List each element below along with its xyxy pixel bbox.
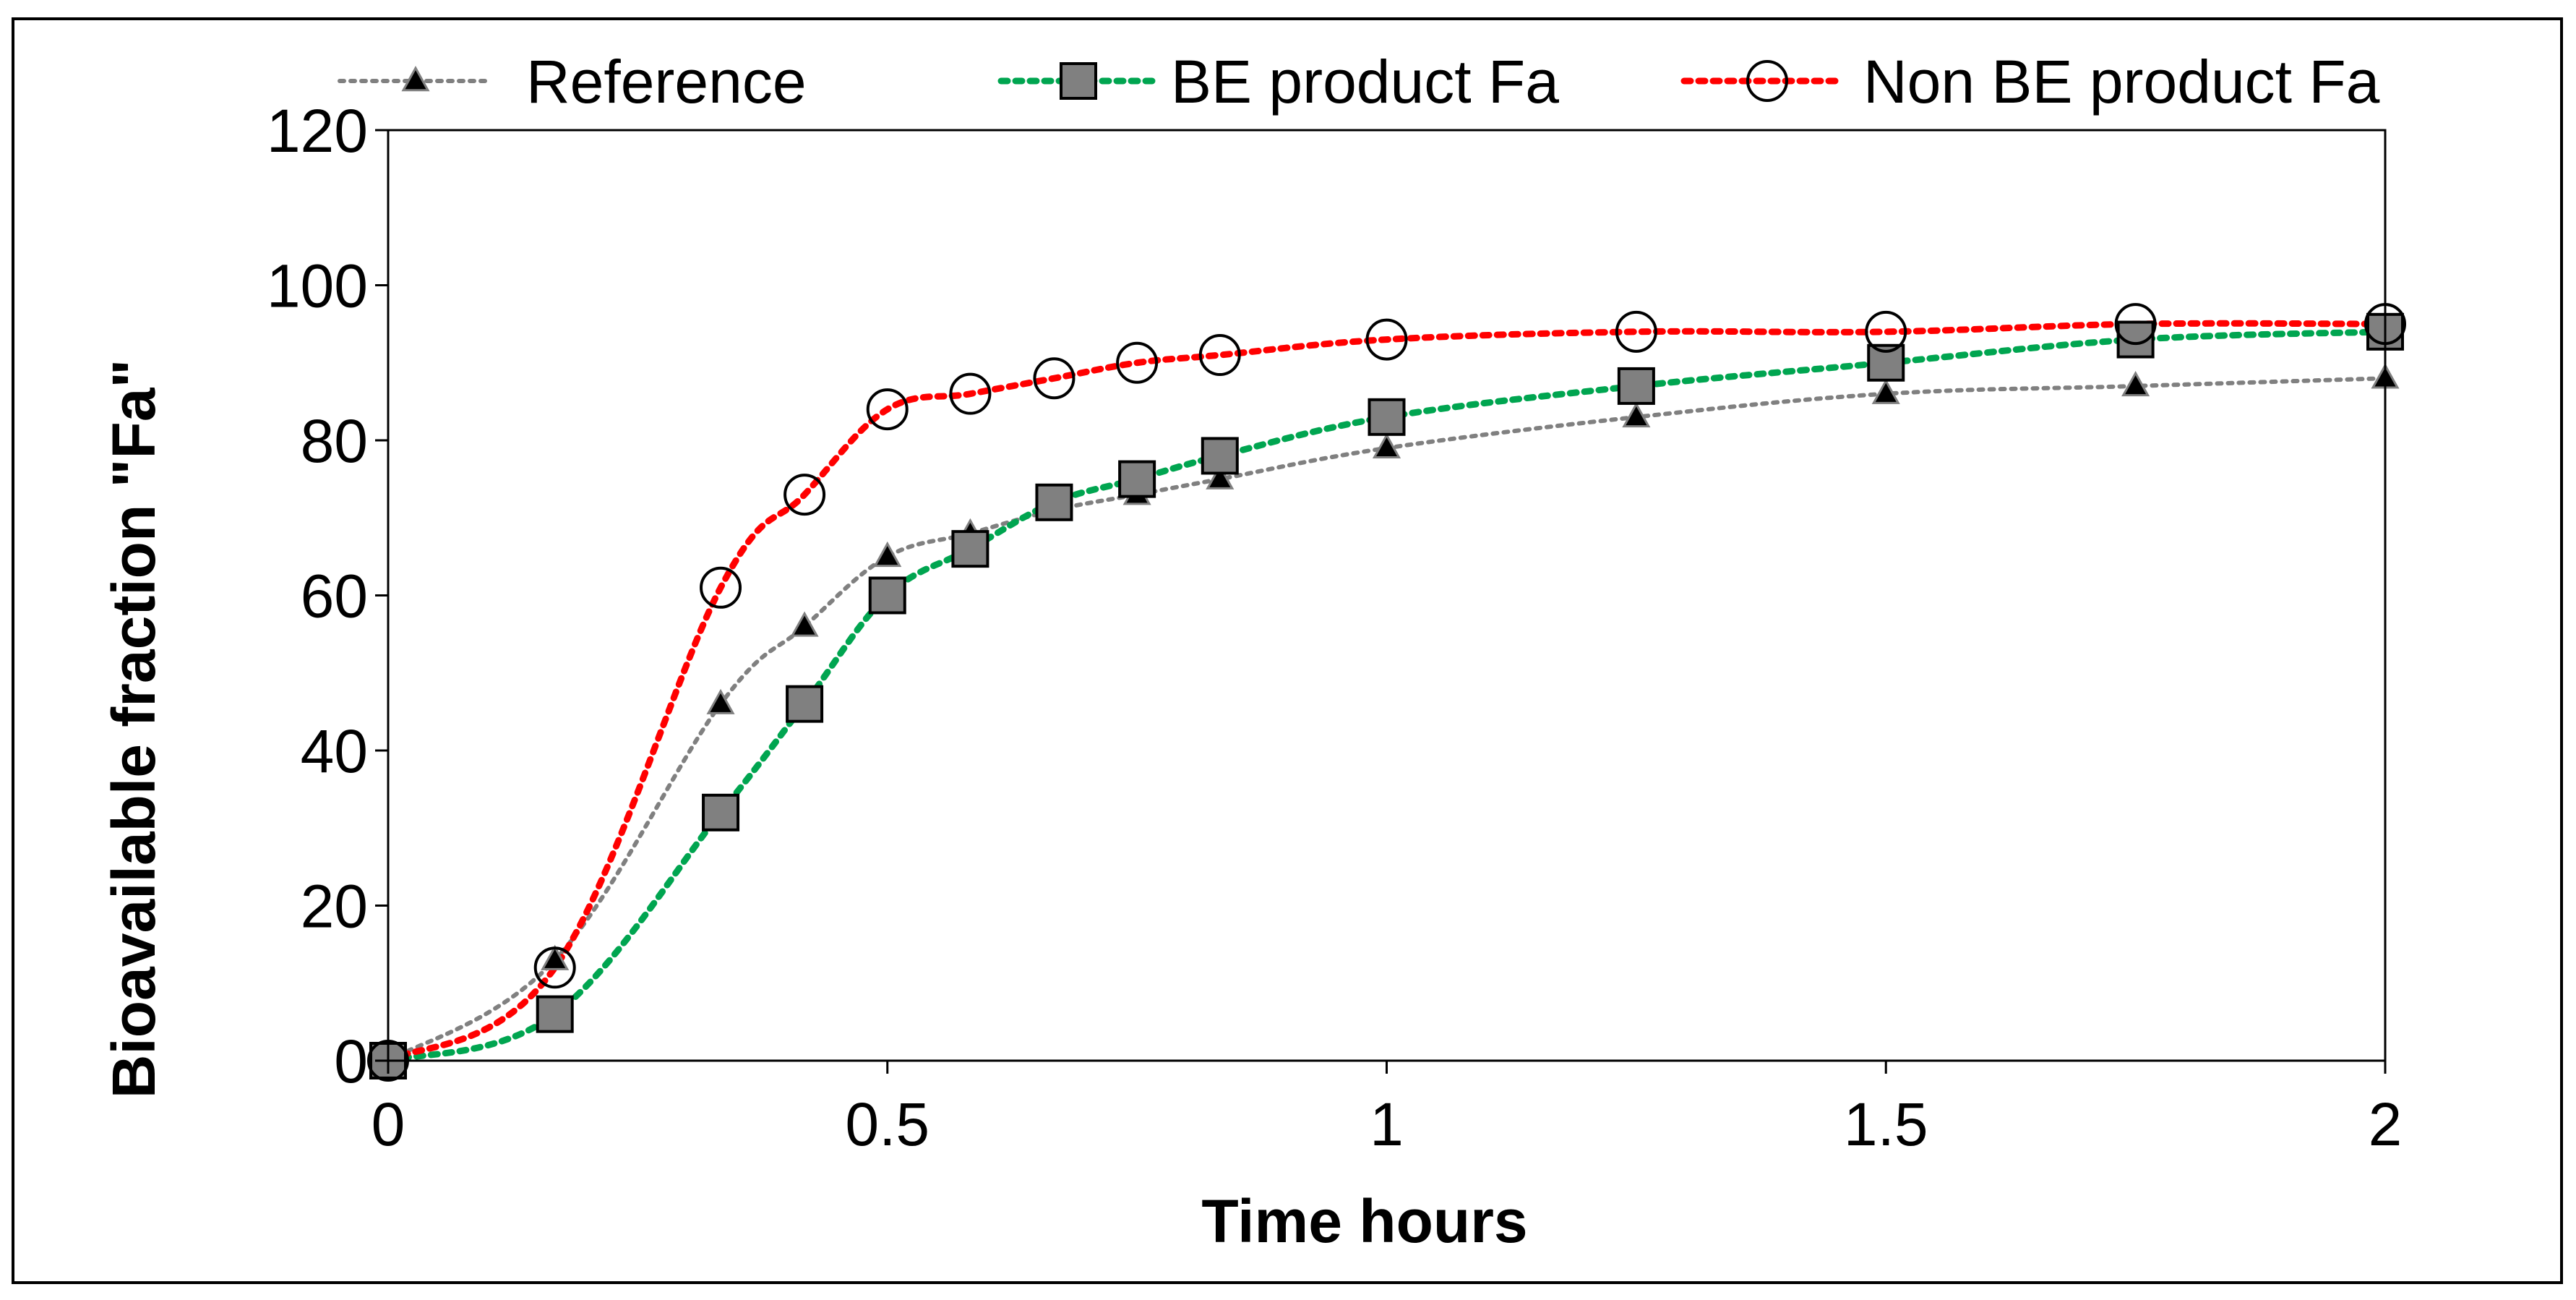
legend-label: Reference [526,48,807,116]
series-line-0 [386,376,2387,1063]
data-point [2114,303,2157,346]
y-tick-label: 20 [301,873,368,941]
data-point [1871,378,1900,404]
data-point [790,611,819,637]
legend-marker [1746,60,1788,102]
series-0 [386,376,2387,1063]
x-tick-label: 2 [2369,1090,2403,1158]
data-point [1206,463,1235,489]
plot-area [367,303,2406,1082]
x-tick-label: 0 [372,1090,405,1158]
series-markers-1 [369,312,2404,1079]
data-point [533,946,576,989]
data-point [541,944,570,970]
data-point [702,793,740,831]
y-tick-label: 80 [301,407,368,475]
data-point [1116,341,1159,384]
legend-item-2: Non BE product Fa [1680,48,2380,116]
data-point [1368,398,1406,436]
legend-marker [1060,62,1097,100]
data-point [1865,310,1907,353]
data-point [1201,437,1239,475]
y-tick-label: 0 [334,1027,368,1095]
series-2 [385,320,2389,1064]
y-tick-label: 100 [267,252,368,320]
data-point [1365,318,1408,361]
data-point [1118,460,1156,498]
axes: 0 20 40 60 80 100 120 0 0.5 1 1.5 2 [267,97,2403,1158]
data-point [949,372,992,415]
y-tick-label: 60 [301,563,368,630]
x-tick-label: 1.5 [1844,1090,1928,1158]
data-point [873,541,902,568]
data-point [1035,483,1073,521]
data-point [1198,334,1241,377]
y-tick-label: 40 [301,717,368,785]
legend-item-0: Reference [338,48,807,116]
data-point [700,566,742,609]
legend-label: Non BE product Fa [1863,48,2380,116]
data-point [783,474,826,516]
data-point [1372,432,1401,458]
legend-item-1: BE product Fa [997,48,1559,116]
data-point [706,688,735,714]
data-point [1615,310,1657,353]
legend: Reference BE product Fa Non BE product Fa [338,48,2380,116]
series-line-2 [385,320,2389,1064]
chart-outer-border [12,17,2563,1284]
data-point [868,576,906,615]
x-tick-label: 1 [1370,1090,1404,1158]
y-tick-label: 120 [267,97,368,165]
y-axis-title: Bioavailable fraction "Fa" [100,359,168,1099]
data-point [786,685,824,723]
data-point [1622,401,1651,428]
legend-label: BE product Fa [1171,48,1559,116]
data-point [536,995,574,1033]
data-point [951,530,989,568]
data-point [866,388,909,431]
data-point [2121,370,2150,397]
legend-marker [401,66,430,92]
x-tick-label: 0.5 [845,1090,929,1158]
data-point [1033,357,1076,400]
x-axis-title: Time hours [1201,1187,1527,1255]
data-point [1617,367,1655,405]
